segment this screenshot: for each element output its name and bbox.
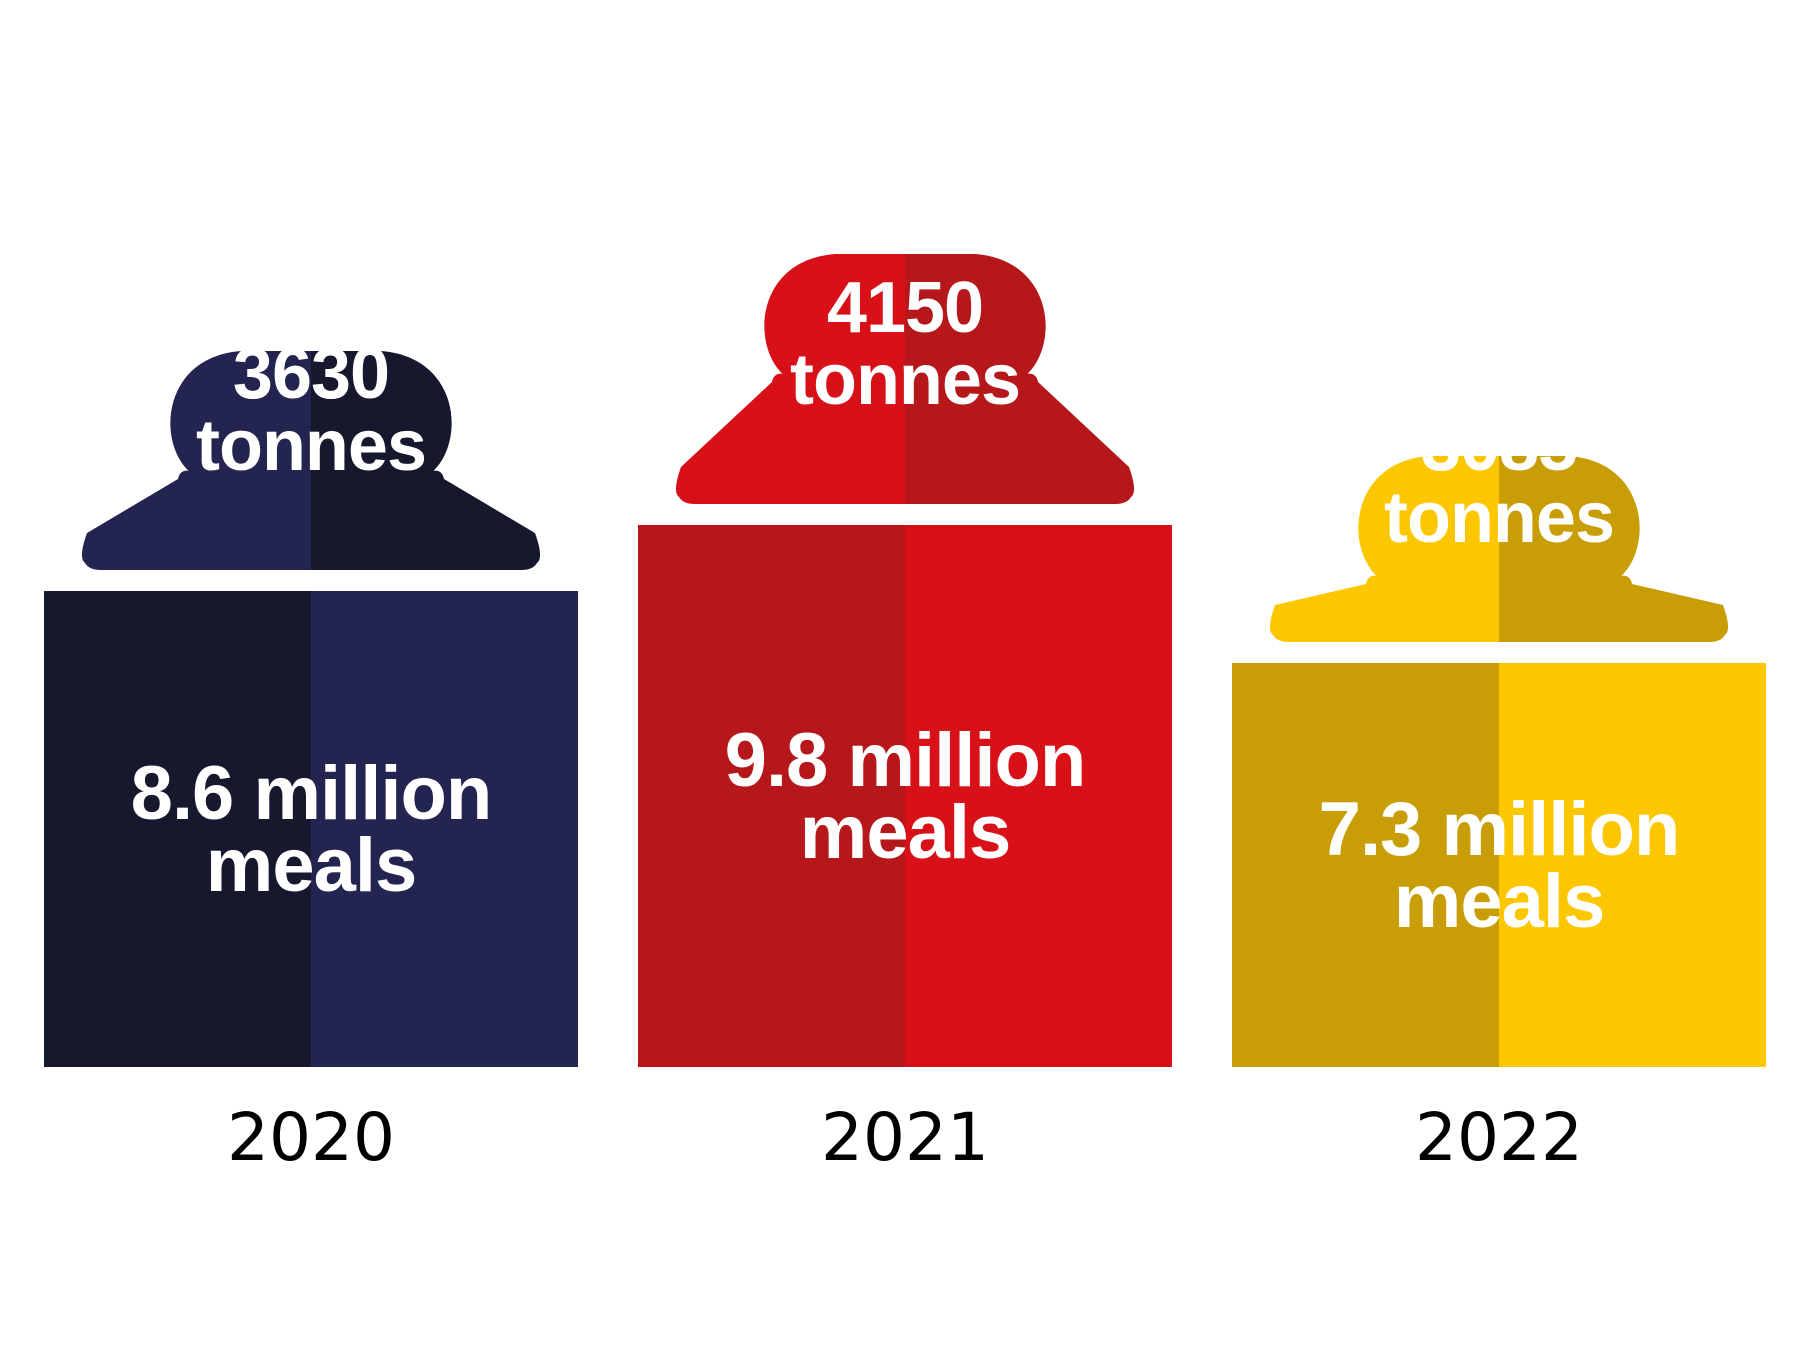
meals-block-left-2021 (638, 525, 905, 1067)
tonnes-value-label: 4150 (827, 268, 983, 348)
year-label: 2020 (227, 1099, 395, 1176)
tonnes-unit-label: tonnes (790, 340, 1020, 420)
tonnes-value-label: 3085 (1421, 406, 1577, 486)
tonnes-value-label: 3630 (233, 334, 389, 414)
meals-block-left-2022 (1232, 663, 1499, 1067)
meals-value-label: 9.8 million (725, 718, 1086, 803)
year-label: 2022 (1415, 1099, 1583, 1176)
tonnes-unit-label: tonnes (1384, 478, 1614, 558)
meals-block-right-2022 (1499, 663, 1766, 1067)
meals-value-label: 7.3 million (1319, 787, 1680, 872)
meals-unit-label: meals (800, 790, 1011, 875)
tonnes-unit-label: tonnes (196, 406, 426, 486)
meals-value-label: 8.6 million (131, 751, 492, 836)
meals-block-right-2021 (905, 525, 1172, 1067)
year-label: 2021 (821, 1099, 989, 1176)
meals-unit-label: meals (206, 823, 417, 908)
meals-unit-label: meals (1394, 859, 1605, 944)
meals-block-left-2020 (44, 591, 311, 1067)
meals-block-right-2020 (311, 591, 578, 1067)
